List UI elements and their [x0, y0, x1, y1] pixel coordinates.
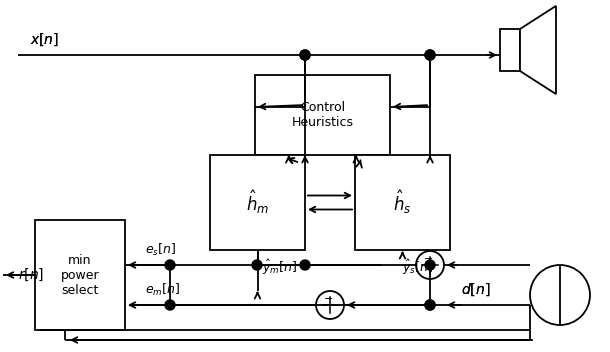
Text: $\hat{h}_s$: $\hat{h}_s$: [393, 189, 412, 216]
Circle shape: [425, 300, 435, 310]
Circle shape: [300, 50, 310, 60]
Polygon shape: [520, 6, 556, 94]
Circle shape: [165, 260, 175, 270]
Bar: [355, 155, 450, 250]
Text: $e_s[n]$: $e_s[n]$: [145, 242, 176, 258]
Text: $\hat{h}_m$: $\hat{h}_m$: [246, 189, 269, 216]
Circle shape: [425, 300, 435, 310]
Text: $x[n]$: $x[n]$: [30, 32, 59, 48]
Text: $\hat{y}_m[n]$: $\hat{y}_m[n]$: [262, 258, 297, 277]
Bar: [500, 29, 520, 71]
Circle shape: [252, 260, 262, 270]
Text: $e_m[n]$: $e_m[n]$: [145, 282, 180, 298]
Text: $\hat{y}_s[n]$: $\hat{y}_s[n]$: [402, 258, 433, 277]
Circle shape: [425, 260, 435, 270]
Text: Control
Heuristics: Control Heuristics: [292, 101, 354, 129]
Circle shape: [300, 50, 310, 60]
Text: $-$: $-$: [323, 292, 333, 302]
Text: min
power
select: min power select: [60, 253, 99, 296]
Circle shape: [425, 50, 435, 60]
Circle shape: [300, 260, 310, 270]
Bar: [255, 75, 390, 155]
Text: $d[n]$: $d[n]$: [461, 282, 490, 298]
Bar: [210, 155, 305, 250]
Bar: [35, 220, 125, 330]
Circle shape: [425, 50, 435, 60]
Circle shape: [165, 300, 175, 310]
Text: $r[n]$: $r[n]$: [18, 267, 44, 283]
Text: $-$: $-$: [423, 252, 433, 262]
Text: $x[n]$: $x[n]$: [30, 32, 59, 48]
Text: $d[n]$: $d[n]$: [461, 282, 490, 298]
